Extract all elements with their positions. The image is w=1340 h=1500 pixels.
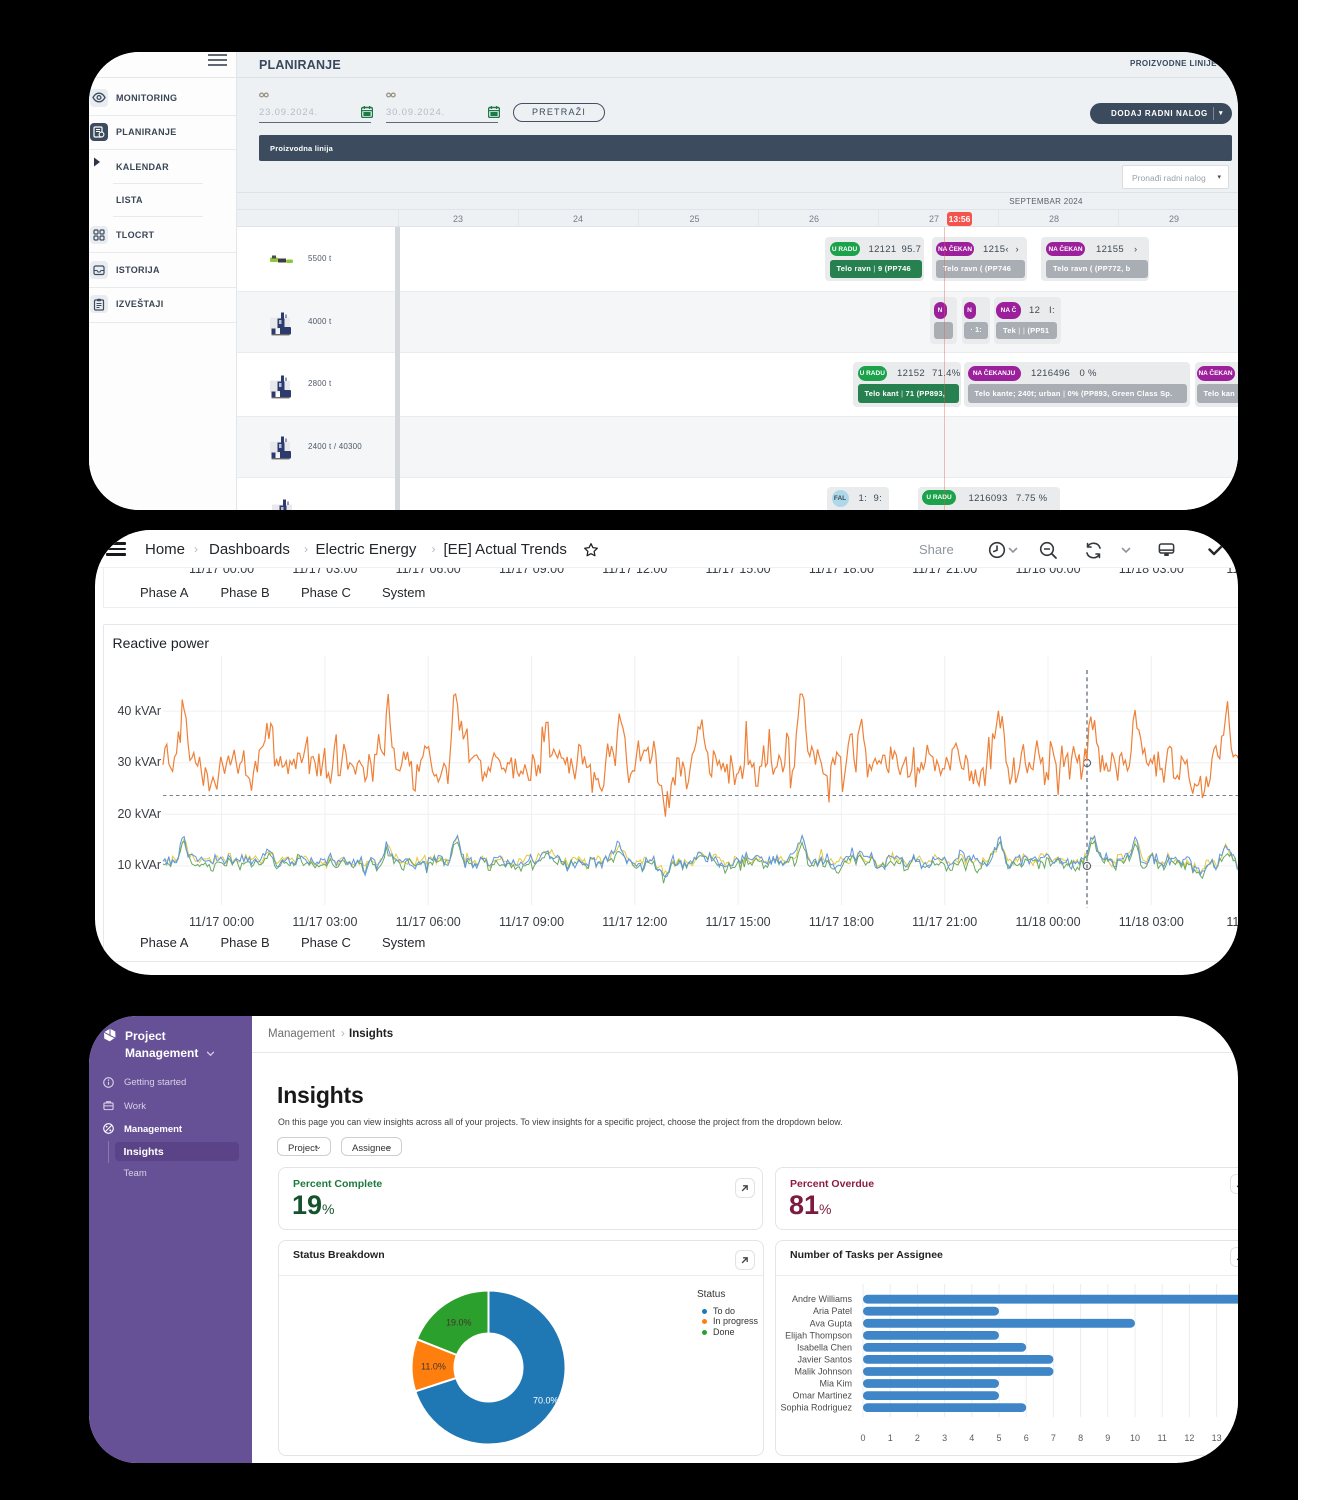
svg-text:11: 11 [1158,1433,1167,1443]
svg-text:Malik Johnson: Malik Johnson [794,1367,852,1377]
svg-text:Isabella Chen: Isabella Chen [797,1342,852,1352]
svg-text:Aria Patel: Aria Patel [813,1306,852,1316]
svg-text:Sophia Rodriguez: Sophia Rodriguez [780,1403,852,1413]
svg-text:8: 8 [1078,1433,1083,1443]
svg-text:4: 4 [969,1433,974,1443]
svg-text:9: 9 [1105,1433,1110,1443]
svg-text:Elijah Thompson: Elijah Thompson [785,1330,852,1340]
svg-text:11.0%: 11.0% [421,1362,446,1372]
svg-text:10: 10 [1130,1433,1140,1443]
svg-text:Mia Kim: Mia Kim [819,1379,852,1389]
svg-text:2: 2 [915,1433,920,1443]
svg-text:Omar Martinez: Omar Martinez [792,1391,852,1401]
svg-text:6: 6 [1024,1433,1029,1443]
svg-text:70.0%: 70.0% [533,1396,559,1406]
svg-text:12: 12 [1184,1433,1194,1443]
svg-text:0: 0 [860,1433,865,1443]
svg-text:Ava Gupta: Ava Gupta [810,1318,852,1328]
svg-text:3: 3 [942,1433,947,1443]
svg-text:19.0%: 19.0% [446,1318,472,1328]
svg-text:Javier Santos: Javier Santos [797,1355,852,1365]
svg-text:5: 5 [996,1433,1001,1443]
svg-text:13: 13 [1212,1433,1222,1443]
svg-text:1: 1 [888,1433,893,1443]
svg-text:Andre Williams: Andre Williams [792,1294,853,1304]
svg-text:7: 7 [1051,1433,1056,1443]
